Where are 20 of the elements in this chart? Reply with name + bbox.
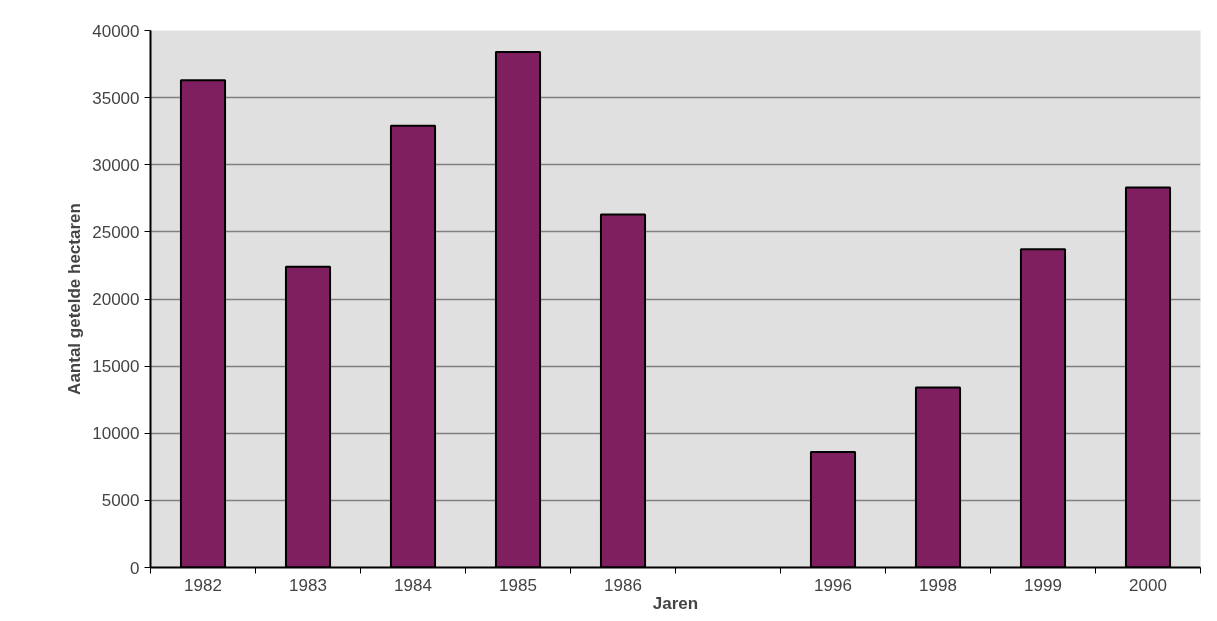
x-tick-label: 1999 [1024,575,1062,595]
x-tick-label: 1985 [499,575,537,595]
x-tick-label: 1982 [184,575,222,595]
x-tick-label: 1996 [814,575,852,595]
y-tick-label: 10000 [92,424,140,444]
x-tick-label: 1984 [394,575,432,595]
y-tick-label: 20000 [92,290,140,309]
y-tick-label: 0 [130,558,140,578]
y-tick-label: 30000 [92,155,140,175]
y-axis-title: Aantal getelde hectaren [65,203,85,395]
y-tick-label: 25000 [92,222,140,242]
y-tick-label: 40000 [92,21,140,41]
x-tick-label: 1983 [289,575,327,595]
y-tick-label: 15000 [92,357,140,377]
x-tick-label: 1998 [919,575,957,595]
x-axis-title: Jaren [652,593,699,613]
y-tick-label: 35000 [92,88,140,108]
y-tick-label: 5000 [101,491,140,511]
x-tick-label: 1986 [604,575,642,595]
x-tick-label: 2000 [1129,575,1167,595]
